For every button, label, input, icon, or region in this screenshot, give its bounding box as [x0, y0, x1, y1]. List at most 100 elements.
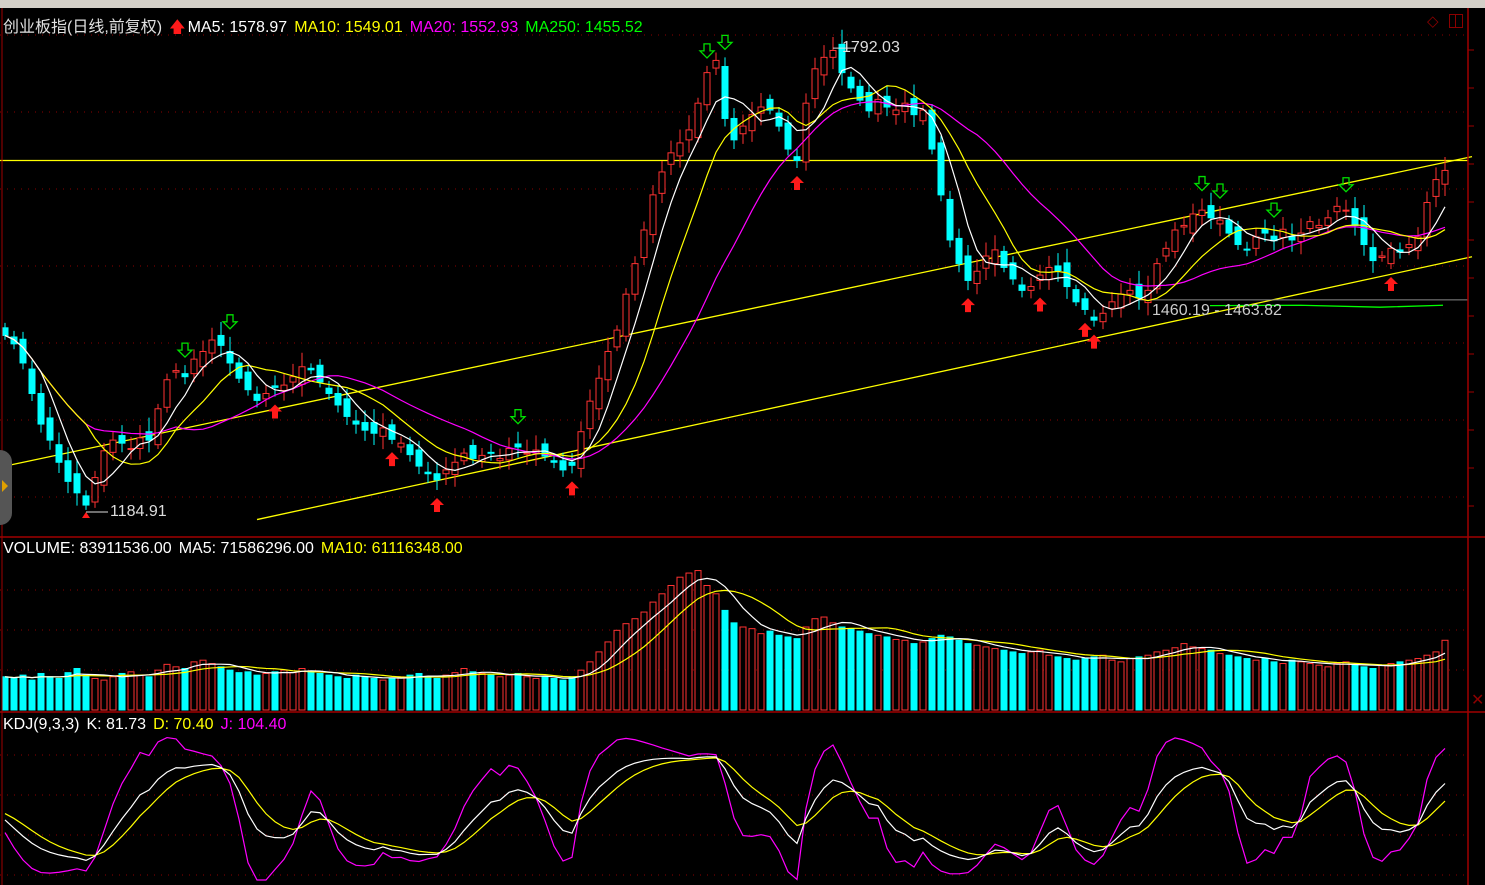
price-header: 创业板指(日线,前复权) 🡅 MA5: 1578.97 MA10: 1549.01 MA… — [3, 13, 650, 43]
candle-body — [361, 422, 369, 431]
close-icon[interactable]: ✕ — [1471, 692, 1485, 709]
volume-bar — [658, 593, 666, 711]
volume-bar — [181, 668, 189, 711]
candle-body — [613, 329, 621, 348]
volume-bar — [1189, 646, 1197, 711]
ma20-label: MA20: 1552.93 — [409, 19, 519, 36]
candle-body — [964, 255, 972, 281]
candle-body — [217, 334, 225, 346]
volume-bar — [730, 622, 738, 711]
candle-body — [1378, 255, 1386, 259]
candle-body — [469, 444, 477, 459]
candle-body — [946, 198, 954, 241]
volume-bar — [343, 677, 351, 711]
volume-bar — [55, 677, 63, 711]
candle-body — [91, 477, 99, 503]
green-down-arrow-icon — [221, 314, 239, 330]
volume-ma10-line — [4, 589, 1446, 679]
candle-body — [289, 376, 297, 383]
candle-body — [541, 443, 549, 457]
candle-body — [154, 408, 162, 446]
volume-bar — [100, 679, 108, 711]
volume-bar — [1117, 661, 1125, 711]
volume-bar — [820, 616, 828, 711]
kdj-k-label: K: 81.73 — [86, 716, 147, 733]
candle-body — [901, 102, 909, 113]
volume-bar — [415, 672, 423, 711]
range-label: 1460.19 - 1463.82 — [1152, 302, 1282, 319]
volume-bar — [199, 659, 207, 711]
volume-bar — [235, 672, 243, 711]
volume-bar — [1234, 656, 1242, 711]
layout-toggle-icon[interactable] — [1449, 14, 1463, 28]
candle-body — [1099, 312, 1107, 323]
candles — [1, 29, 1449, 510]
volume-bar — [1360, 666, 1368, 711]
volume-bar — [478, 672, 486, 711]
volume-bar — [388, 677, 396, 711]
green-down-arrow-icon — [1265, 202, 1283, 219]
volume-bar — [91, 677, 99, 711]
candle-body — [1009, 262, 1017, 280]
volume-bar — [892, 638, 900, 711]
candle-body — [1207, 205, 1215, 219]
candle-body — [874, 98, 882, 115]
volume-bar — [1045, 654, 1053, 711]
volume-bar — [973, 644, 981, 711]
candle-body — [1000, 250, 1008, 268]
green-down-arrow-icon — [698, 43, 716, 59]
low-label: 1184.91 — [110, 503, 167, 520]
sidebar-expand-handle[interactable] — [0, 450, 12, 525]
volume-bar — [856, 630, 864, 711]
candle-body — [739, 125, 747, 135]
volume-bar — [1252, 659, 1260, 711]
volume-bar — [28, 679, 36, 711]
volume-bar — [964, 643, 972, 711]
volume-bar — [1018, 653, 1026, 711]
volume-bar — [172, 666, 180, 711]
candle-body — [109, 439, 117, 453]
volume-bar — [667, 585, 675, 711]
volume-bar — [838, 626, 846, 711]
candle-body — [937, 142, 945, 196]
candle-body — [973, 270, 981, 284]
volume-bar — [1396, 661, 1404, 711]
high-label: 1792.03 — [842, 39, 900, 56]
candle-body — [19, 338, 27, 364]
diamond-icon[interactable]: ◇ — [1427, 13, 1439, 30]
candle-body — [577, 431, 585, 469]
red-up-arrow-icon — [790, 175, 804, 190]
volume-bar — [1405, 659, 1413, 711]
candle-body — [1432, 179, 1440, 197]
candle-body — [1261, 228, 1269, 234]
volume-bar — [334, 676, 342, 711]
volume-bar — [1180, 643, 1188, 711]
candle-body — [316, 364, 324, 383]
ma250-line — [1209, 304, 1444, 308]
candle-body — [1369, 247, 1377, 262]
candle-body — [919, 109, 927, 122]
volume-bar — [541, 676, 549, 711]
candle-body — [1180, 224, 1188, 228]
volume-bar — [82, 674, 90, 711]
candle-body — [703, 72, 711, 106]
volume-bar — [244, 671, 252, 711]
volume-bar — [1162, 649, 1170, 711]
candle-body — [1090, 316, 1098, 321]
volume-bar — [811, 618, 819, 711]
volume-bar — [1207, 649, 1215, 711]
volume-bar — [190, 661, 198, 711]
candle-body — [1198, 209, 1206, 216]
volume-bar — [109, 676, 117, 711]
volume-bar — [1414, 658, 1422, 711]
candle-body — [73, 473, 81, 494]
volume-bar — [73, 668, 81, 711]
volume-bar — [1072, 659, 1080, 711]
volume-bar — [919, 641, 927, 711]
volume-bar — [379, 679, 387, 711]
volume-bar — [991, 648, 999, 711]
volume-bar — [127, 671, 135, 711]
candle-body — [190, 358, 198, 375]
volume-bar — [874, 634, 882, 711]
